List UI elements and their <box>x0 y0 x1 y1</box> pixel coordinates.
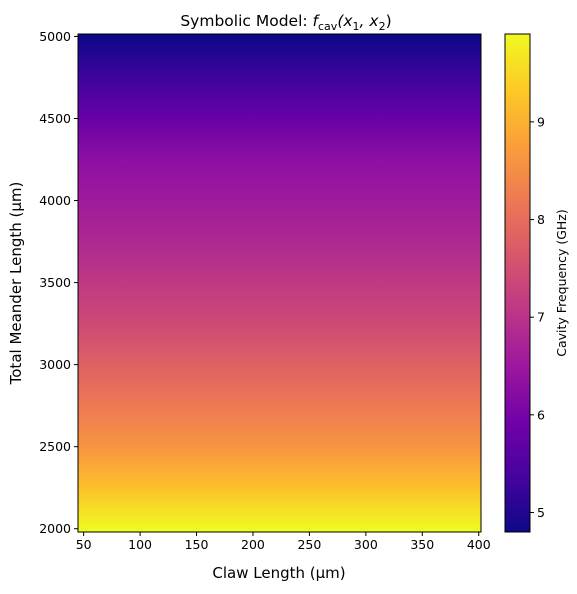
colorbar <box>504 33 531 533</box>
x-tick-label: 50 <box>76 537 92 552</box>
y-tick-label: 3000 <box>39 357 71 372</box>
colorbar-tick-label: 7 <box>537 310 545 325</box>
x-tick-label: 400 <box>467 537 491 552</box>
y-tick-label: 4500 <box>39 111 71 126</box>
chart-title-math-subscript: cav <box>318 20 338 33</box>
y-tick-label: 4000 <box>39 193 71 208</box>
chart-title-math-arg2-sub: 2 <box>379 20 386 33</box>
x-axis-label: Claw Length (µm) <box>212 564 345 582</box>
x-tick-label: 300 <box>354 537 378 552</box>
chart-title-math-arg1-sub: 1 <box>353 20 360 33</box>
y-axis-label: Total Meander Length (µm) <box>7 182 25 386</box>
heatmap-plot-area <box>78 34 481 532</box>
colorbar-axis: 5 6 7 8 9 <box>530 114 545 520</box>
y-tick-label: 2000 <box>39 521 71 536</box>
colorbar-tick-label: 8 <box>537 212 545 227</box>
chart-title-math-sep: , x <box>360 12 380 30</box>
colorbar-tick-label: 6 <box>537 407 545 422</box>
colorbar-label: Cavity Frequency (GHz) <box>554 209 569 356</box>
x-tick-label: 350 <box>410 537 434 552</box>
chart-title-math-close: ) <box>386 12 392 30</box>
x-tick-label: 150 <box>185 537 209 552</box>
y-tick-label: 3500 <box>39 275 71 290</box>
chart-title-text: Symbolic Model: <box>180 12 312 30</box>
x-axis: 50 100 150 200 250 300 350 400 <box>76 532 491 552</box>
chart-title-math-main: f <box>313 12 321 30</box>
x-tick-label: 250 <box>297 537 321 552</box>
x-tick-label: 100 <box>128 537 152 552</box>
chart-title-math-args: (x <box>337 12 353 30</box>
y-tick-label: 5000 <box>39 29 71 44</box>
colorbar-tick-label: 5 <box>537 505 545 520</box>
y-axis: 2000 2500 3000 3500 4000 4500 5000 <box>39 29 78 536</box>
x-tick-label: 200 <box>241 537 265 552</box>
chart-title: Symbolic Model: fcav(x1, x2) <box>180 12 391 33</box>
colorbar-tick-label: 9 <box>537 114 545 129</box>
y-tick-label: 2500 <box>39 439 71 454</box>
